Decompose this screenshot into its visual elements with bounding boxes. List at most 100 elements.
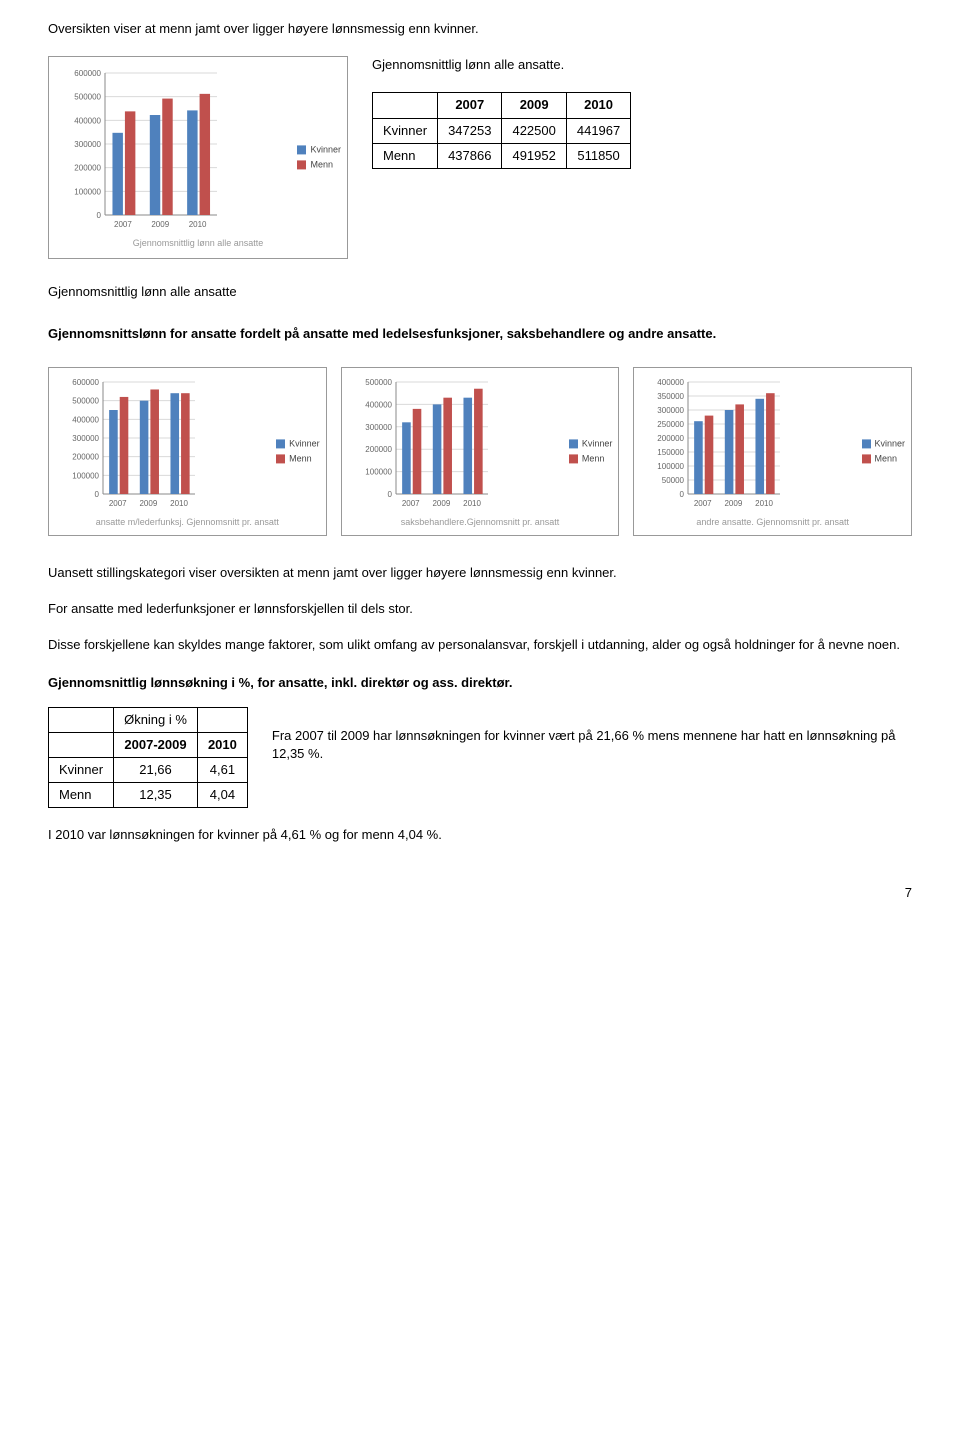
svg-text:2009: 2009: [139, 499, 157, 508]
svg-text:100000: 100000: [658, 462, 685, 471]
svg-text:0: 0: [387, 490, 392, 499]
table-cell: 12,35: [114, 783, 198, 808]
table-cell: 4,61: [197, 757, 247, 782]
svg-text:2009: 2009: [432, 499, 450, 508]
svg-text:400000: 400000: [365, 401, 392, 410]
legend-kvinner: Kvinner: [310, 144, 341, 157]
table-header: 2007-2009: [114, 732, 198, 757]
table-salary-increase: Økning i %2007-20092010Kvinner21,664,61M…: [48, 707, 248, 809]
svg-text:200000: 200000: [74, 164, 101, 173]
section2-line2: Gjennomsnittslønn for ansatte fordelt på…: [48, 325, 912, 343]
svg-text:400000: 400000: [658, 378, 685, 387]
bottom-row: Økning i %2007-20092010Kvinner21,664,61M…: [48, 707, 912, 809]
table-header: [49, 732, 114, 757]
svg-text:2010: 2010: [463, 499, 481, 508]
table-cell: 437866: [438, 143, 502, 168]
table-row: Menn437866491952511850: [373, 143, 631, 168]
chart-main: 0 100000 200000 300000 400000 500000 600000 200…: [48, 56, 348, 259]
chart-main-caption: Gjennomsnittlig lønn alle ansatte: [57, 237, 339, 250]
svg-text:2010: 2010: [170, 499, 188, 508]
svg-text:0: 0: [95, 490, 100, 499]
table-cell: 441967: [566, 118, 630, 143]
svg-text:500000: 500000: [72, 397, 99, 406]
para-2: For ansatte med lederfunksjoner er lønns…: [48, 600, 912, 618]
legend-kvinner: Kvinner: [875, 438, 906, 451]
svg-text:100000: 100000: [74, 188, 101, 197]
svg-text:300000: 300000: [74, 140, 101, 149]
closing-text: I 2010 var lønnsøkningen for kvinner på …: [48, 826, 912, 844]
charts-row: 0100000200000300000400000500000600000200…: [48, 367, 912, 536]
svg-text:400000: 400000: [74, 117, 101, 126]
legend-menn: Menn: [289, 452, 312, 465]
side-text: Fra 2007 til 2009 har lønnsøkningen for …: [272, 707, 912, 763]
legend-kvinner: Kvinner: [289, 438, 320, 451]
table-cell: Kvinner: [49, 757, 114, 782]
table-cell: 422500: [502, 118, 566, 143]
table-cell: 4,04: [197, 783, 247, 808]
chart-a-caption: ansatte m/lederfunksj. Gjennomsnitt pr. …: [55, 516, 320, 529]
chart-b-caption: saksbehandlere.Gjennomsnitt pr. ansatt: [348, 516, 613, 529]
top-row: 0 100000 200000 300000 400000 500000 600000 200…: [48, 56, 912, 259]
svg-text:2010: 2010: [189, 220, 207, 229]
svg-text:2009: 2009: [725, 499, 743, 508]
table1-title: Gjennomsnittlig lønn alle ansatte.: [372, 56, 912, 74]
table-cell: 511850: [566, 143, 630, 168]
chart-c-caption: andre ansatte. Gjennomsnitt pr. ansatt: [640, 516, 905, 529]
svg-text:2009: 2009: [151, 220, 169, 229]
table-cell: Kvinner: [373, 118, 438, 143]
table-cell: 347253: [438, 118, 502, 143]
svg-text:600000: 600000: [74, 69, 101, 78]
svg-text:200000: 200000: [658, 434, 685, 443]
table-row: Menn12,354,04: [49, 783, 248, 808]
table-header: Økning i %: [114, 707, 198, 732]
table-header: 2009: [502, 93, 566, 118]
chart-caseworkers: 0100000200000300000400000500000200720092…: [341, 367, 620, 536]
svg-text:300000: 300000: [658, 406, 685, 415]
table-salary-all: 200720092010Kvinner347253422500441967Men…: [372, 92, 631, 169]
chart-a-legend: Kvinner Menn: [276, 436, 320, 467]
chart-others: 0 50000 100000 150000 200000 250000 300000 3500…: [633, 367, 912, 536]
table-header: 2007: [438, 93, 502, 118]
legend-menn: Menn: [582, 452, 605, 465]
section2-line1: Gjennomsnittlig lønn alle ansatte: [48, 283, 912, 301]
table-cell: Menn: [49, 783, 114, 808]
table-row: Kvinner21,664,61: [49, 757, 248, 782]
table-header: [373, 93, 438, 118]
svg-text:50000: 50000: [662, 476, 685, 485]
svg-text:250000: 250000: [658, 420, 685, 429]
page-number: 7: [48, 884, 912, 902]
svg-text:2010: 2010: [755, 499, 773, 508]
legend-menn: Menn: [875, 452, 898, 465]
legend-kvinner: Kvinner: [582, 438, 613, 451]
table-row: Kvinner347253422500441967: [373, 118, 631, 143]
svg-text:100000: 100000: [72, 471, 99, 480]
table-header: 2010: [197, 732, 247, 757]
table-header: 2010: [566, 93, 630, 118]
intro-text: Oversikten viser at menn jamt over ligge…: [48, 20, 912, 38]
svg-text:2007: 2007: [114, 220, 132, 229]
svg-text:300000: 300000: [72, 434, 99, 443]
table-cell: 491952: [502, 143, 566, 168]
section3-heading: Gjennomsnittlig lønnsøkning i %, for ans…: [48, 674, 912, 692]
svg-text:400000: 400000: [72, 415, 99, 424]
table-cell: Menn: [373, 143, 438, 168]
table-cell: 21,66: [114, 757, 198, 782]
svg-text:300000: 300000: [365, 423, 392, 432]
svg-text:200000: 200000: [72, 453, 99, 462]
svg-text:100000: 100000: [365, 468, 392, 477]
chart-c-legend: Kvinner Menn: [862, 436, 906, 467]
para-3: Disse forskjellene kan skyldes mange fak…: [48, 636, 912, 654]
svg-text:350000: 350000: [658, 392, 685, 401]
svg-text:600000: 600000: [72, 378, 99, 387]
svg-text:500000: 500000: [365, 378, 392, 387]
svg-text:2007: 2007: [694, 499, 712, 508]
svg-text:0: 0: [97, 211, 102, 220]
chart-leaders: 0 100000 200000 300000 400000 500000 600000 200…: [48, 367, 327, 536]
svg-text:0: 0: [680, 490, 685, 499]
svg-text:200000: 200000: [365, 445, 392, 454]
svg-text:2007: 2007: [109, 499, 127, 508]
svg-text:150000: 150000: [658, 448, 685, 457]
chart-b-legend: Kvinner Menn: [569, 436, 613, 467]
chart-legend: Kvinner Menn: [297, 142, 341, 173]
svg-text:500000: 500000: [74, 93, 101, 102]
